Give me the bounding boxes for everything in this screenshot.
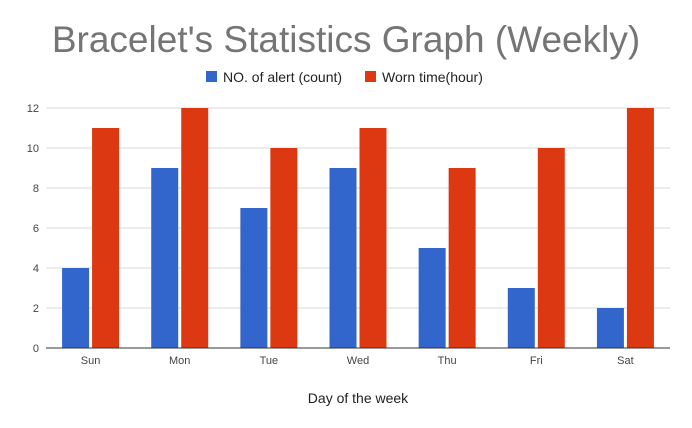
x-tick-label-fri: Fri — [530, 355, 543, 367]
bar-alert-tue — [240, 208, 268, 348]
bar-worn-time-wed — [359, 128, 387, 348]
x-tick-label-tue: Tue — [260, 355, 279, 367]
chart-title: Bracelet's Statistics Graph (Weekly) — [52, 19, 640, 60]
bar-worn-time-mon — [181, 108, 209, 348]
legend: NO. of alert (count) Worn time(hour) — [206, 69, 483, 85]
bar-worn-time-thu — [448, 168, 476, 348]
bar-worn-time-tue — [270, 148, 298, 348]
bar-alert-mon — [151, 168, 179, 348]
bar-alert-fri — [507, 288, 535, 348]
bar-worn-time-sun — [92, 128, 120, 348]
legend-label-alert: NO. of alert (count) — [223, 69, 342, 85]
y-tick-label: 2 — [33, 303, 39, 315]
x-tick-label-sun: Sun — [81, 355, 101, 367]
x-tick-label-sat: Sat — [617, 355, 634, 367]
x-axis-ticks: Sun Mon Tue Wed Thu Fri Sat — [81, 355, 634, 367]
legend-swatch-worn-time — [365, 71, 376, 82]
y-tick-label: 12 — [27, 103, 39, 115]
bar-worn-time-fri — [537, 148, 565, 348]
legend-swatch-alert — [206, 71, 217, 82]
y-axis-ticks: 0 2 4 6 8 10 12 — [27, 103, 39, 355]
bar-alert-thu — [418, 248, 446, 348]
y-tick-label: 10 — [27, 143, 39, 155]
bars — [62, 108, 654, 348]
y-tick-label: 0 — [33, 343, 39, 355]
bar-alert-sat — [596, 308, 624, 348]
bar-worn-time-sat — [626, 108, 654, 348]
bar-alert-wed — [329, 168, 357, 348]
x-axis-label: Day of the week — [308, 390, 409, 406]
y-tick-label: 4 — [33, 263, 39, 275]
x-tick-label-mon: Mon — [169, 355, 190, 367]
gridlines — [46, 107, 670, 309]
bar-alert-sun — [62, 268, 90, 348]
x-tick-label-thu: Thu — [438, 355, 457, 367]
y-tick-label: 6 — [33, 223, 39, 235]
legend-label-worn-time: Worn time(hour) — [382, 69, 483, 85]
y-tick-label: 8 — [33, 183, 39, 195]
x-tick-label-wed: Wed — [347, 355, 369, 367]
